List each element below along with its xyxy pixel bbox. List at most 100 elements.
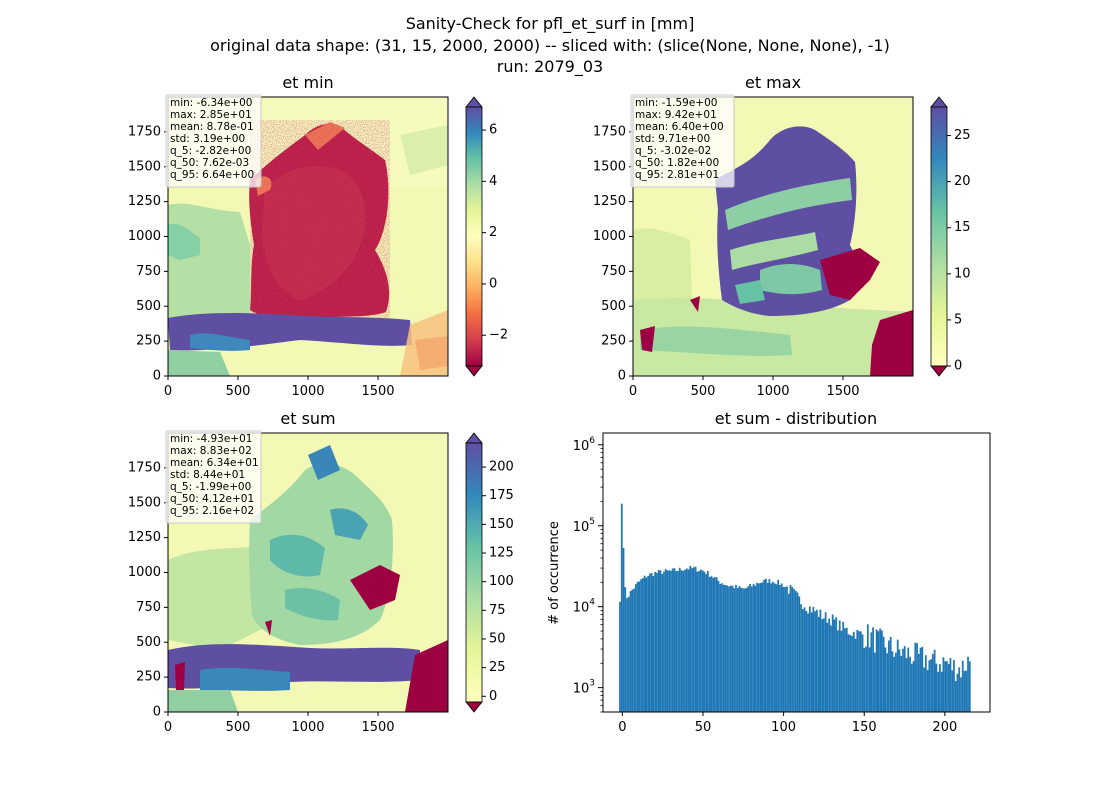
stat-std: std: 8.44e+01 [170,469,245,481]
stat-q95: q_95: 6.64e+00 [170,169,254,181]
y-tick-label: 1750 [593,124,626,139]
stat-max: max: 2.85e+01 [170,109,252,121]
histogram-bar [687,569,690,712]
histogram-bar [845,627,848,712]
histogram-bar [750,586,753,712]
histogram-bar [745,587,748,712]
histogram-bar [705,574,708,712]
x-tick-label: 1000 [756,384,789,399]
y-tick-label: 500 [136,299,161,314]
histogram-bar [838,620,841,712]
histogram-bar [823,618,825,712]
histogram-bar [661,574,664,712]
histogram-bar [870,632,873,712]
stat-std: std: 9.71e+00 [635,133,710,145]
panel-title-et-min: et min [282,73,333,92]
y-tick-label: 1500 [128,159,161,174]
histogram-bar [808,606,811,712]
y-tick-label: 750 [136,600,161,615]
histogram-bar [919,647,922,712]
histogram-bar [884,647,887,712]
histogram-bar [914,642,917,712]
histogram-bar [752,583,755,712]
histogram-bar [844,628,846,712]
histogram-bar [798,596,801,712]
histogram-bar [881,630,883,712]
histogram-bar [627,596,630,712]
histogram-bar [833,619,836,712]
histogram-bar [847,634,850,712]
histogram-bar [854,638,857,712]
axis-ticks-et-max: 0 500 1000 1500 0 250 500 750 1000 1250 1500 1750 [593,124,860,399]
map-et-min [168,97,448,376]
colorbar-tick-label: 25 [954,128,971,143]
axis-ticks-et-min: 0 500 1000 1500 0 250 500 750 1000 1250 1500 1750 [128,124,395,399]
histogram-bar [903,646,906,712]
x-tick-label: 150 [852,720,877,735]
figure-suptitle: Sanity-Check for pfl_et_surf in [mm] ori… [210,14,890,77]
histogram-bar [958,667,961,712]
y-tick-label: 106 [573,436,596,454]
colorbar-tick-label: 0 [954,359,962,374]
suptitle-line-1: Sanity-Check for pfl_et_surf in [mm] [406,14,695,34]
colorbar-tick-label: 50 [489,631,506,646]
colorbar-et-max: 0 5 10 15 20 25 [930,96,971,377]
histogram-bar [766,582,769,712]
histogram-bar [650,573,653,712]
y-tick-label: 500 [601,299,626,314]
histogram-bar [759,583,762,712]
histogram-bar [735,584,737,712]
x-tick-label: 0 [629,384,637,399]
histogram-bar [722,584,725,712]
colorbar-tick-label: 4 [489,174,497,189]
histogram-bar [675,571,678,712]
x-tick-label: 1000 [291,384,324,399]
colorbar-tick-label: 6 [489,123,497,138]
stat-min: min: -6.34e+00 [170,97,252,109]
stat-q5: q_5: -2.82e+00 [170,145,251,157]
histogram-bar [821,619,824,712]
histogram-bar [691,568,693,712]
histogram-bar [889,636,892,712]
histogram-bar [947,663,950,712]
histogram-bar [831,614,834,712]
y-tick-label: 250 [136,334,161,349]
x-tick-label: 1000 [291,720,324,735]
histogram-bar [694,566,697,712]
histogram-bar [861,634,864,712]
histogram-bar [830,625,832,712]
histogram-bar [696,571,699,712]
histogram-bar [761,582,764,712]
y-tick-label: 104 [573,598,596,616]
histogram-bar [684,569,686,712]
histogram-bar [728,586,730,712]
histogram-bar [944,661,947,712]
stat-q5: q_5: -3.02e-02 [635,145,711,157]
histogram-bar [654,571,657,712]
colorbar-ticks-et-max: 0 5 10 15 20 25 [947,128,971,374]
histogram-bar [793,588,795,712]
x-tick-label: 50 [695,720,712,735]
stat-q95: q_95: 2.81e+01 [635,169,719,181]
histogram-bar [643,575,646,712]
histogram-bar [754,585,757,712]
stat-min: min: -1.59e+00 [635,97,717,109]
y-tick-label: 105 [573,517,595,535]
histogram-bar [717,580,720,712]
histogram-bar [866,624,869,712]
histogram-bars [619,503,971,712]
x-tick-label: 1500 [361,720,394,735]
histogram-bar [715,577,718,712]
colorbar-tick-label: 75 [489,603,506,618]
histogram-bar [794,590,797,712]
histogram-bar [956,673,959,712]
histogram-bar [951,670,954,712]
histogram-bar [824,612,827,712]
histogram-bar [731,585,734,712]
histogram-bar [902,648,904,712]
histogram-bar [708,576,711,712]
stat-max: max: 9.42e+01 [635,109,717,121]
histogram-bar [768,579,771,712]
stat-std: std: 3.19e+00 [170,133,245,145]
histogram-bar [916,643,918,712]
